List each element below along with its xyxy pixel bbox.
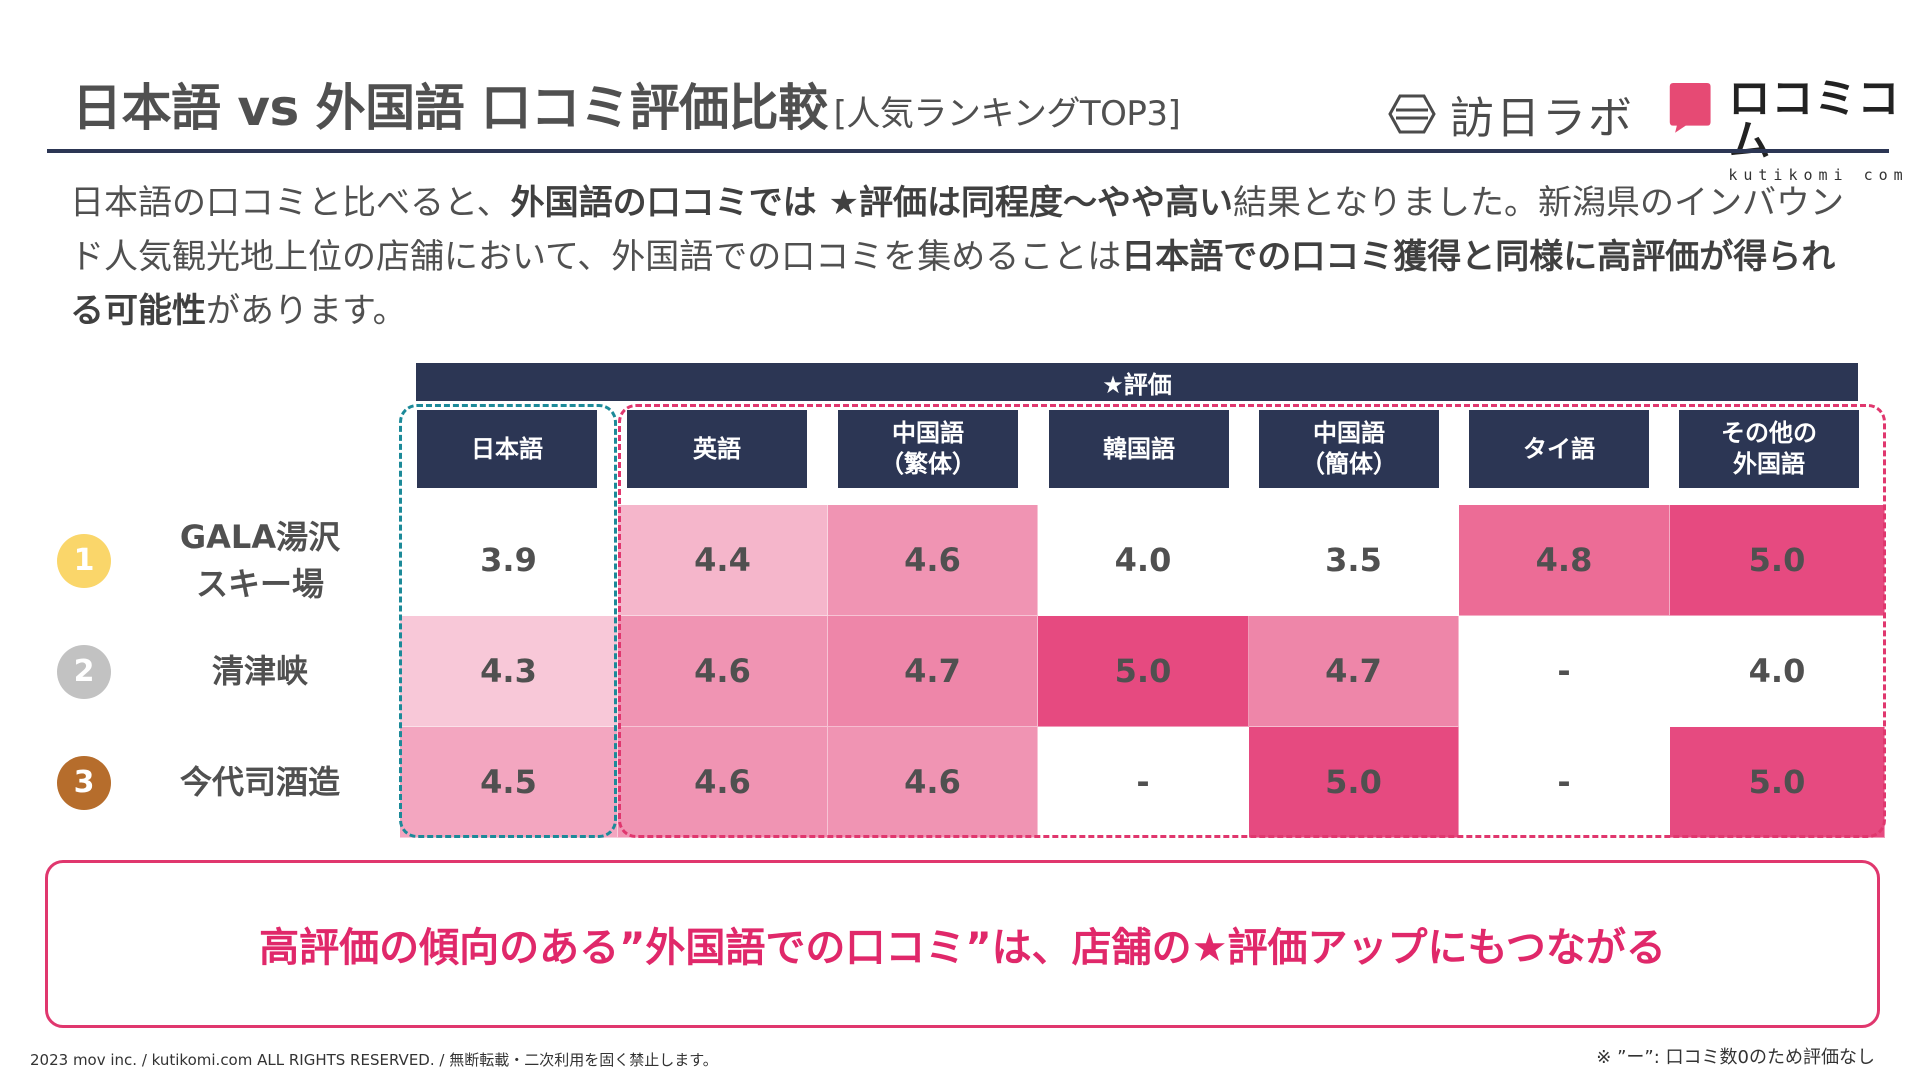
copyright-footer: 2023 mov inc. / kutikomi.com ALL RIGHTS … — [30, 1051, 718, 1069]
column-header-1: 英語 — [627, 410, 807, 488]
rating-cell: 4.8 — [1459, 505, 1670, 616]
conclusion-callout: 高評価の傾向のある”外国語での口コミ”は、店舗の★評価アップにもつながる — [45, 860, 1880, 1028]
hounichi-mark-icon — [1388, 94, 1436, 134]
rating-cell: 5.0 — [1670, 727, 1885, 838]
rating-cell: 5.0 — [1670, 505, 1885, 616]
rating-cell: - — [1038, 727, 1249, 838]
rating-cell: 4.7 — [1249, 616, 1459, 727]
row-name: 清津峡 — [211, 652, 308, 690]
rating-cell: 4.3 — [400, 616, 618, 727]
rank-badge-3: 3 — [57, 755, 111, 810]
lead-bold-2: 日本語での口コミ獲得と同様に高評価が得られる可能性 — [70, 237, 1836, 331]
rating-header: ★評価 — [416, 363, 1858, 401]
lead-bold-1: 外国語の口コミでは ★評価は同程度〜やや高い — [510, 183, 1233, 223]
kutikomi-mark-icon — [1669, 83, 1711, 133]
title-divider — [47, 149, 1889, 153]
lead-text-3: があります。 — [206, 291, 407, 331]
rating-cell: 4.6 — [618, 616, 828, 727]
column-header-0: 日本語 — [417, 410, 597, 488]
row-name: GALA湯沢 スキー場 — [179, 517, 341, 603]
lead-text-1: 日本語の口コミと比べると、 — [70, 183, 511, 223]
rating-cell: 5.0 — [1249, 727, 1459, 838]
rating-cell: 3.5 — [1249, 505, 1459, 616]
hounichi-logo-text: 訪日ラボ — [1450, 93, 1634, 144]
rating-cell: 5.0 — [1038, 616, 1249, 727]
rating-cell: - — [1459, 727, 1670, 838]
rating-cell: 4.6 — [828, 505, 1038, 616]
rating-cell: 4.4 — [618, 505, 828, 616]
column-header-2: 中国語 （繁体） — [838, 410, 1018, 488]
kutikomi-sub: kutikomi com — [1728, 166, 1909, 184]
rating-cell: 4.0 — [1670, 616, 1885, 727]
lead-text-2: 結果となりました。新潟県のインバウンド人気観光地上位の店舗において、外国語での口… — [70, 183, 1844, 277]
rating-cell: 4.0 — [1038, 505, 1249, 616]
rating-cell: 4.5 — [400, 727, 618, 838]
rating-cell: 4.6 — [828, 727, 1038, 838]
title-main: 日本語 vs 外国語 口コミ評価比較 — [72, 79, 828, 137]
kutikomi-brand: ロコミコム — [1728, 74, 1901, 165]
rank-badge-2: 2 — [57, 644, 111, 699]
rating-cell: 4.6 — [618, 727, 828, 838]
column-header-3: 韓国語 — [1049, 410, 1229, 488]
kutikomi-logo: ロコミコム kutikomi com — [1668, 78, 1919, 184]
rank-badge-1: 1 — [57, 533, 111, 588]
page-title: 日本語 vs 外国語 口コミ評価比較 [人気ランキングTOP3] — [72, 68, 1181, 140]
title-sub: [人気ランキングTOP3] — [833, 94, 1181, 134]
dash-note: ※ ”ー”: 口コミ数0のため評価なし — [1596, 1047, 1875, 1068]
column-header-4: 中国語 （簡体） — [1259, 410, 1439, 488]
rating-cell: 3.9 — [400, 505, 618, 616]
rating-cell: 4.7 — [828, 616, 1038, 727]
column-header-5: タイ語 — [1469, 410, 1649, 488]
column-header-6: その他の 外国語 — [1679, 410, 1859, 488]
rating-cell: - — [1459, 616, 1670, 727]
row-name: 今代司酒造 — [179, 763, 340, 801]
hounichi-logo: 訪日ラボ — [1388, 82, 1634, 146]
lead-paragraph: 日本語の口コミと比べると、外国語の口コミでは ★評価は同程度〜やや高い結果となり… — [70, 176, 1850, 338]
